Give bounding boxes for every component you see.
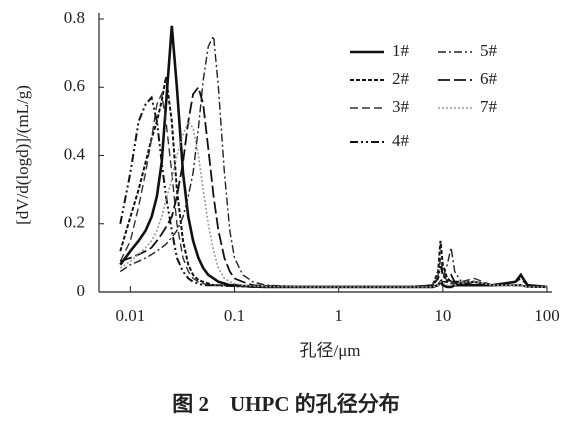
- x-tick-label: 1: [334, 306, 343, 325]
- legend-label: 2#: [392, 69, 410, 88]
- x-tick-label: 10: [434, 306, 451, 325]
- series-line: [120, 85, 548, 288]
- y-tick-label: 0.8: [64, 8, 85, 27]
- y-tick-label: 0.2: [64, 213, 85, 232]
- series-line: [119, 33, 547, 288]
- x-axis-label: 孔径/μm: [299, 341, 360, 360]
- y-tick-label: 0.6: [64, 76, 85, 95]
- caption: 图 2 UHPC 的孔径分布: [172, 392, 400, 416]
- legend-label: 5#: [480, 41, 498, 60]
- legend-label: 1#: [392, 41, 410, 60]
- series-line: [119, 119, 547, 288]
- y-tick-label: 0.4: [64, 144, 86, 163]
- series-line: [119, 95, 547, 288]
- legend-label: 3#: [392, 97, 410, 116]
- legend-label: 4#: [392, 131, 410, 150]
- y-axis-label: [dV/d(logd)]/(mL/g): [13, 85, 32, 225]
- legend-label: 7#: [480, 97, 498, 116]
- legend-label: 6#: [480, 69, 498, 88]
- x-tick-label: 0.1: [224, 306, 245, 325]
- y-tick-label: 0: [77, 281, 86, 300]
- x-tick-label: 100: [534, 306, 560, 325]
- series-line: [119, 25, 548, 289]
- x-tick-label: 0.01: [115, 306, 145, 325]
